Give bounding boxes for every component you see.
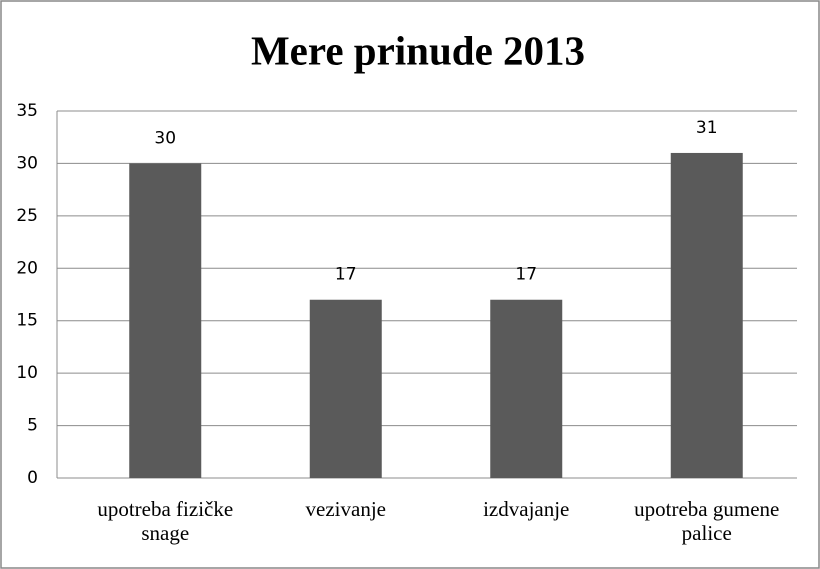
x-tick-label: upotreba fizičke snage [97, 497, 234, 545]
y-tick-label: 5 [27, 416, 38, 436]
y-tick-label: 35 [16, 101, 38, 121]
y-tick-label: 30 [16, 153, 38, 173]
bar [309, 299, 382, 478]
chart-title: Mere prinude 2013 [251, 27, 585, 73]
y-tick-label: 20 [16, 258, 38, 278]
bar [670, 152, 743, 478]
x-tick-label: izdvajanje [483, 497, 570, 521]
x-tick-label: vezivanje [305, 497, 386, 521]
bar [129, 163, 202, 478]
y-tick-label: 0 [27, 468, 38, 488]
y-tick-label: 15 [16, 311, 38, 331]
y-tick-label: 25 [16, 206, 38, 226]
bar [490, 299, 563, 478]
data-label: 17 [515, 265, 537, 285]
data-label: 31 [696, 118, 718, 138]
x-tick-label: upotreba gumene palice [634, 497, 780, 545]
data-label: 17 [335, 265, 357, 285]
data-label: 30 [154, 128, 176, 148]
y-tick-label: 10 [16, 363, 38, 383]
